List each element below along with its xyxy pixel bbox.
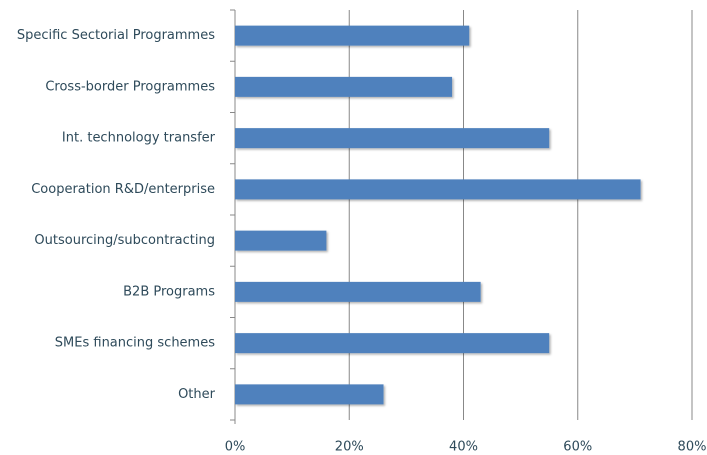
bar bbox=[235, 281, 481, 302]
y-tick-label: Outsourcing/subcontracting bbox=[34, 233, 215, 248]
x-tick-label: 20% bbox=[335, 440, 364, 455]
bar bbox=[235, 230, 327, 251]
x-tick-label: 60% bbox=[563, 440, 592, 455]
y-tick-label: SMEs financing schemes bbox=[55, 336, 215, 351]
y-tick-label: B2B Programs bbox=[123, 284, 215, 299]
bar bbox=[235, 25, 470, 46]
bar bbox=[235, 128, 550, 149]
y-tick-label: Int. technology transfer bbox=[62, 131, 216, 146]
bar bbox=[235, 333, 550, 354]
bar bbox=[235, 384, 384, 405]
bar bbox=[235, 179, 641, 200]
y-tick-label: Other bbox=[178, 387, 216, 402]
x-tick-label: 0% bbox=[225, 440, 246, 455]
x-tick-label: 40% bbox=[449, 440, 478, 455]
y-tick-label: Specific Sectorial Programmes bbox=[17, 28, 215, 43]
y-tick-label: Cross-border Programmes bbox=[45, 79, 215, 94]
y-tick-label: Cooperation R&D/enterprise bbox=[31, 182, 215, 197]
bar bbox=[235, 76, 453, 97]
x-tick-label: 80% bbox=[678, 440, 707, 455]
